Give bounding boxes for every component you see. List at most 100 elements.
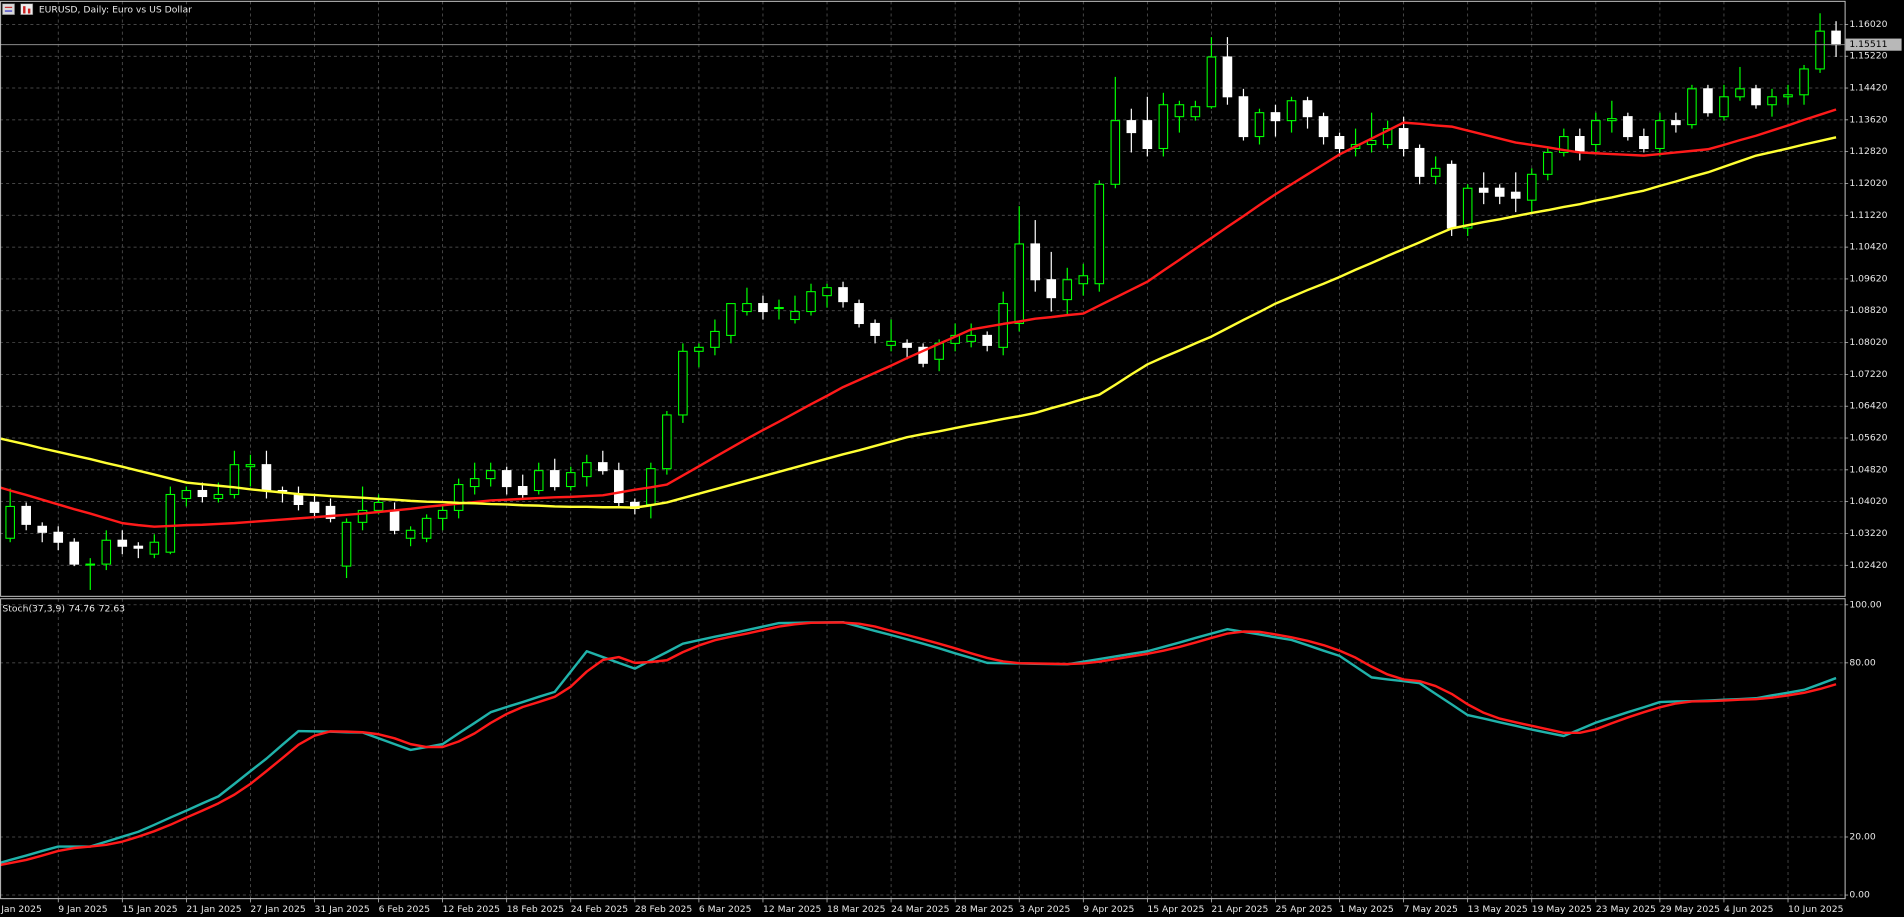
candle-body — [1270, 112, 1281, 122]
x-tick-label: 9 Apr 2025 — [1083, 904, 1134, 915]
icon-bar — [23, 6, 26, 14]
y-tick-label: 80.00 — [1849, 657, 1876, 668]
candle-body — [1382, 128, 1393, 146]
candle-body — [501, 470, 512, 488]
chart-title: EURUSD, Daily: Euro vs US Dollar — [39, 4, 192, 15]
candle-body — [325, 505, 336, 519]
candle-body — [774, 307, 784, 310]
indicator-signal-value: 72.63 — [99, 603, 126, 614]
candle-body — [1110, 120, 1121, 185]
candle-body — [1126, 120, 1137, 134]
candle-body — [117, 539, 128, 547]
candle-body — [1334, 136, 1345, 150]
price-panel-frame — [0, 0, 1846, 597]
candle-body — [1478, 187, 1489, 193]
candle-body — [149, 541, 160, 555]
candle-body — [1783, 94, 1793, 98]
y-tick-label: 1.15220 — [1849, 51, 1887, 62]
x-tick-label: 6 Feb 2025 — [379, 904, 431, 915]
candle-body — [181, 489, 192, 500]
candle-body — [1046, 279, 1057, 299]
series-line — [0, 136, 1837, 509]
candle-body — [1831, 30, 1841, 46]
candle-body — [453, 484, 464, 511]
y-tick-label: 1.09620 — [1849, 273, 1887, 284]
candle-body — [1254, 112, 1265, 138]
candle-body — [726, 303, 736, 336]
y-tick-label: 1.08820 — [1849, 305, 1887, 316]
indicator-name: Stoch(37,3,9) — [2, 603, 65, 614]
candle-body — [1286, 100, 1297, 122]
candle-body — [1510, 191, 1521, 199]
y-tick-label: 1.13620 — [1849, 114, 1887, 125]
candle-body — [758, 303, 768, 313]
x-tick-label: 6 Mar 2025 — [699, 904, 752, 915]
y-tick-label: 0.00 — [1849, 890, 1870, 901]
candle-body — [742, 303, 752, 313]
x-tick-label: 12 Feb 2025 — [443, 904, 501, 915]
candle-body — [69, 541, 80, 565]
x-tick-label: 24 Feb 2025 — [571, 904, 629, 915]
candle-body — [1494, 187, 1505, 197]
indicator-title: Stoch(37,3,9) 74.76 72.63 — [2, 603, 125, 614]
candle-body — [341, 521, 352, 567]
last-price-tag — [1845, 38, 1902, 51]
candle-body — [1014, 243, 1025, 325]
candle-body — [1302, 100, 1313, 118]
candle-body — [1190, 106, 1201, 118]
candle-body — [1238, 96, 1249, 138]
candle-body — [53, 531, 64, 543]
candle-body — [1558, 136, 1569, 154]
candle-body — [902, 342, 912, 348]
candle-body — [1414, 147, 1425, 177]
candle-body — [437, 509, 448, 519]
candle-body — [1446, 163, 1457, 229]
candle-body — [533, 470, 544, 492]
y-tick-label: 1.14420 — [1849, 83, 1887, 94]
candle-body — [1687, 88, 1697, 126]
candle-body — [1703, 88, 1713, 114]
candle-body — [1526, 173, 1537, 201]
x-tick-label: 1 May 2025 — [1340, 904, 1394, 915]
x-tick-label: 21 Jan 2025 — [186, 904, 241, 915]
candle-body — [213, 493, 224, 500]
candle-body — [469, 478, 480, 488]
x-tick-label: 4 Jun 2025 — [1724, 904, 1774, 915]
candle-body — [806, 291, 816, 313]
candle-body — [694, 346, 704, 352]
y-tick-label: 1.12820 — [1849, 146, 1887, 157]
candle-body — [1078, 275, 1089, 285]
candle-body — [1623, 116, 1633, 138]
y-tick-label: 100.00 — [1849, 599, 1881, 610]
candle-body — [357, 509, 368, 523]
candle-body — [822, 287, 832, 297]
candle-body — [133, 545, 144, 549]
candle-body — [85, 563, 96, 566]
candle-body — [1655, 120, 1665, 150]
symbol-icons — [2, 3, 34, 15]
y-tick-label: 1.11220 — [1849, 210, 1887, 221]
candle-body — [485, 470, 496, 480]
x-tick-label: 25 Apr 2025 — [1275, 904, 1332, 915]
candle-body — [790, 311, 800, 321]
candle-body — [101, 539, 112, 565]
candle-body — [549, 470, 560, 488]
y-tick-label: 1.04020 — [1849, 496, 1887, 507]
candle-body — [854, 303, 864, 325]
candle-body — [165, 493, 176, 553]
y-tick-label: 1.12020 — [1849, 178, 1887, 189]
candle-body — [1062, 279, 1073, 301]
candle-body — [1639, 136, 1649, 150]
x-tick-label: 18 Feb 2025 — [507, 904, 565, 915]
y-tick-label: 20.00 — [1849, 831, 1876, 842]
candle-body — [261, 464, 272, 492]
candle-body — [1719, 96, 1729, 118]
candle-body — [1366, 139, 1377, 146]
x-tick-label: 21 Apr 2025 — [1211, 904, 1268, 915]
candle-body — [1671, 120, 1681, 126]
icon — [20, 3, 34, 15]
y-tick-label: 1.16020 — [1849, 19, 1887, 30]
series-line — [0, 621, 1837, 865]
